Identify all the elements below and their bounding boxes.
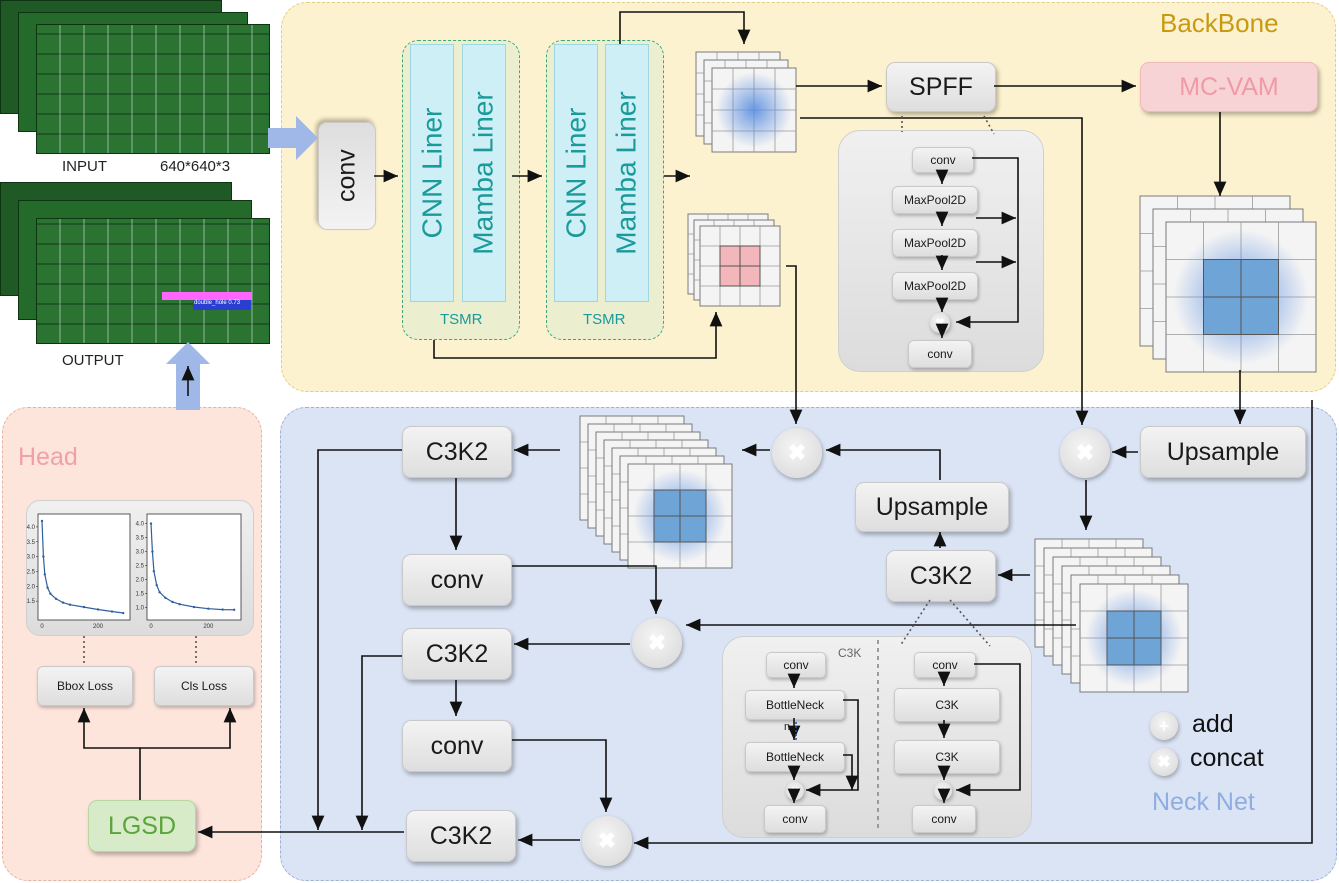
y-tick-label: 3.0 [136,550,145,556]
spff-detail-maxpool-1: MaxPool2D [892,186,978,214]
loss-point [110,610,114,613]
loss-point [151,550,154,553]
c3k-n-label: n [784,721,791,733]
loss-point [155,584,158,587]
neck-upsample-mid: Upsample [855,482,1009,532]
loss-point [96,608,100,611]
spff-block: SPFF [886,62,996,112]
mcvam-block: MC-VAM [1140,62,1318,112]
loss-chart-1: 1.5 2.0 2.5 3.0 3.5 4.0 0 200 [27,513,131,630]
legend-add-icon: + [1150,712,1178,740]
head-title: Head [18,443,78,471]
loss-point [207,607,210,610]
concat-node-4: ✖ [582,816,632,866]
loss-chart-2: 1.0 1.5 2.0 2.5 3.0 3.5 4.0 0 200 [136,513,242,630]
output-label: OUTPUT [62,352,124,369]
neck-conv-1: conv [402,554,512,606]
y-tick-label: 2.5 [27,569,36,575]
loss-point [171,600,174,604]
spff-detail-maxpool-3: MaxPool2D [892,272,978,300]
loss-point [46,586,49,589]
loss-point [40,519,44,523]
neck-conv-2: conv [402,720,512,772]
neck-c3k2-3: C3K2 [406,810,516,862]
concat-node-3: ✖ [632,618,682,668]
mamba-liner-1: Mamba Liner [462,44,506,302]
cls-loss-box: Cls Loss [154,666,254,706]
neck-upsample-right: Upsample [1140,426,1306,478]
c3k-right-c3k-1: C3K [894,688,1000,722]
loss-point [54,597,58,600]
y-tick-label: 4.0 [136,522,145,528]
y-tick-label: 4.0 [27,525,36,531]
x-tick-label: 200 [203,624,214,630]
legend-add-label: add [1192,710,1234,738]
loss-point [49,592,52,595]
detection-box [193,300,251,310]
tsmr-label-2: TSMR [583,311,626,328]
y-tick-label: 2.0 [27,584,36,590]
legend-concat-icon: ✖ [1150,748,1178,776]
y-tick-label: 1.5 [27,599,36,605]
loss-point [122,611,125,615]
c3k-left-conv-bottom: conv [764,805,826,833]
loss-point [158,591,161,594]
y-tick-label: 2.5 [136,564,145,570]
cnn-liner-2: CNN Liner [554,44,598,302]
loss-point [61,601,65,604]
chart-frame [146,513,242,621]
loss-point [68,603,72,606]
x-tick-label: 0 [40,624,44,630]
cnn-liner-1: CNN Liner [410,44,454,302]
loss-point [221,608,224,611]
loss-point [43,573,46,576]
loss-series-line [41,520,124,614]
y-tick-label: 1.5 [136,592,145,598]
spff-detail-maxpool-2: MaxPool2D [892,229,978,257]
c3k-left-conv-top: conv [766,652,826,678]
backbone-title: BackBone [1160,8,1279,38]
concat-node-2: ✖ [1060,428,1110,478]
chart-frame [37,513,131,621]
legend-concat-label: concat [1190,744,1264,772]
mamba-liner-2: Mamba Liner [605,44,649,302]
c3k-right-conv-bottom: conv [912,805,976,833]
y-tick-label: 3.5 [136,536,145,542]
neck-c3k2-1: C3K2 [402,426,512,478]
c3k-title: C3K [838,646,862,660]
lgsd-block: LGSD [88,800,196,852]
x-tick-label: 0 [149,624,153,630]
neck-c3k2-2: C3K2 [402,628,512,680]
c3k-left-bottleneck-1: BottleNeck [745,690,845,720]
concat-node-1: ✖ [772,428,822,478]
input-pcb-image [0,0,270,160]
tsmr-label-1: TSMR [440,311,483,328]
x-tick-label: 200 [93,624,104,630]
loss-point [232,608,236,612]
spff-detail-conv-bottom: conv [908,340,972,368]
detection-text: double_hole 0.73 [194,300,241,306]
y-tick-label: 2.0 [136,578,145,584]
loss-point [82,605,86,609]
loss-series-line [150,523,235,611]
y-tick-label: 3.5 [27,540,36,546]
loss-point [192,605,196,609]
input-size: 640*640*3 [160,158,231,175]
loss-point [152,570,156,573]
output-pcb-image [0,180,270,345]
y-tick-label: 1.0 [136,606,145,612]
loss-point [178,603,181,606]
loss-point [149,522,153,525]
bbox-loss-box: Bbox Loss [37,666,133,706]
head-panel [2,407,262,881]
loss-point [164,596,167,599]
neck-title: Neck Net [1152,788,1255,816]
loss-point [42,555,45,558]
input-label: INPUT [62,158,107,175]
neck-c3k2-mid: C3K2 [886,550,996,602]
y-tick-label: 3.0 [27,555,36,561]
